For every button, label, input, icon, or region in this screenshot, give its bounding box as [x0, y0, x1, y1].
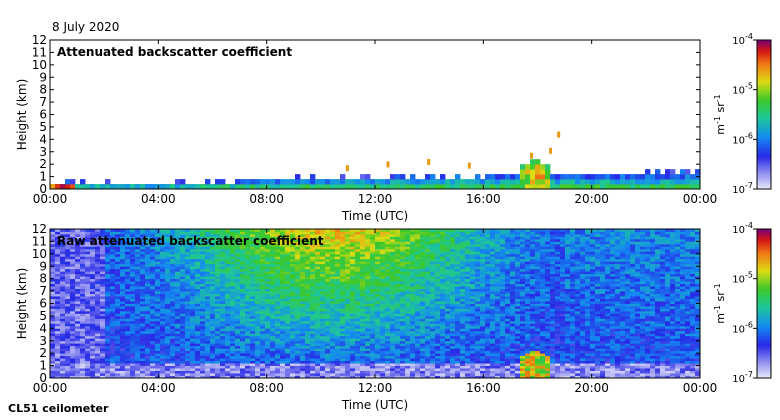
x-tick-label: 08:00 — [249, 192, 284, 206]
panel-title: Attenuated backscatter coefficient — [57, 45, 292, 59]
y-tick-label: 4 — [39, 132, 47, 146]
y-tick-label: 4 — [39, 321, 47, 335]
y-tick-label: 0 — [39, 182, 47, 196]
y-tick-label: 6 — [39, 108, 47, 122]
colorbar-tick-label: 10-4 — [732, 221, 753, 236]
x-tick-label: 12:00 — [358, 192, 393, 206]
y-tick-label: 6 — [39, 297, 47, 311]
colorbar-tick-label: 10-6 — [732, 320, 753, 335]
y-tick-label: 11 — [32, 45, 47, 59]
y-axis-label: Height (km) — [15, 79, 29, 150]
colorbar-tick-label: 10-6 — [732, 131, 753, 146]
x-axis-label: Time (UTC) — [341, 209, 408, 223]
x-tick-label: 08:00 — [249, 381, 284, 395]
colorbar-tick-label: 10-7 — [732, 181, 753, 196]
y-tick-label: 2 — [39, 157, 47, 171]
y-tick-label: 3 — [39, 145, 47, 159]
y-tick-label: 12 — [32, 33, 47, 47]
plot-frame — [49, 39, 701, 190]
y-tick-label: 0 — [39, 371, 47, 385]
y-tick-label: 5 — [39, 120, 47, 134]
y-tick-label: 1 — [39, 170, 47, 184]
x-tick-label: 00:00 — [33, 192, 68, 206]
y-axis-label: Height (km) — [15, 268, 29, 339]
heatmap-cells — [50, 159, 701, 190]
y-tick-label: 10 — [32, 58, 47, 72]
x-tick-label: 20:00 — [574, 192, 609, 206]
x-tick-label: 00:00 — [683, 192, 718, 206]
y-tick-label: 7 — [39, 284, 47, 298]
y-tick-label: 9 — [39, 70, 47, 84]
x-tick-label: 20:00 — [574, 381, 609, 395]
colorbar-tick-label: 10-4 — [732, 32, 753, 47]
colorbar-unit-label: m-1 sr-1 — [713, 283, 727, 323]
y-tick-label: 7 — [39, 95, 47, 109]
x-tick-label: 00:00 — [683, 381, 718, 395]
x-tick-label: 04:00 — [141, 192, 176, 206]
x-tick-label: 12:00 — [358, 381, 393, 395]
y-tick-label: 3 — [39, 334, 47, 348]
y-tick-label: 5 — [39, 309, 47, 323]
x-axis-label: Time (UTC) — [341, 398, 408, 412]
panel-title: Raw attenuated backscatter coefficient — [57, 234, 324, 248]
x-tick-label: 16:00 — [466, 381, 501, 395]
colorbar: 10-7 10-6 10-5 10-4 m-1 sr-1 — [713, 221, 772, 385]
y-tick-label: 8 — [39, 272, 47, 286]
x-tick-label: 16:00 — [466, 192, 501, 206]
x-tick-label: 00:00 — [33, 381, 68, 395]
y-tick-label: 12 — [32, 222, 47, 236]
y-tick-label: 9 — [39, 259, 47, 273]
colorbar: 10-7 10-6 10-5 10-4 m-1 sr-1 — [713, 32, 772, 196]
y-tick-label: 8 — [39, 83, 47, 97]
colorbar-tick-label: 10-5 — [732, 271, 753, 286]
cloud-returns — [345, 131, 561, 172]
y-tick-label: 11 — [32, 234, 47, 248]
date-label: 8 July 2020 — [52, 20, 120, 34]
y-tick-label: 2 — [39, 346, 47, 360]
x-tick-label: 04:00 — [141, 381, 176, 395]
y-tick-label: 1 — [39, 359, 47, 373]
colorbar-unit-label: m-1 sr-1 — [713, 94, 727, 134]
colorbar-tick-label: 10-5 — [732, 82, 753, 97]
y-tick-label: 10 — [32, 247, 47, 261]
instrument-label: CL51 ceilometer — [8, 402, 109, 415]
colorbar-tick-label: 10-7 — [732, 370, 753, 385]
heatmap-cells — [50, 229, 701, 379]
